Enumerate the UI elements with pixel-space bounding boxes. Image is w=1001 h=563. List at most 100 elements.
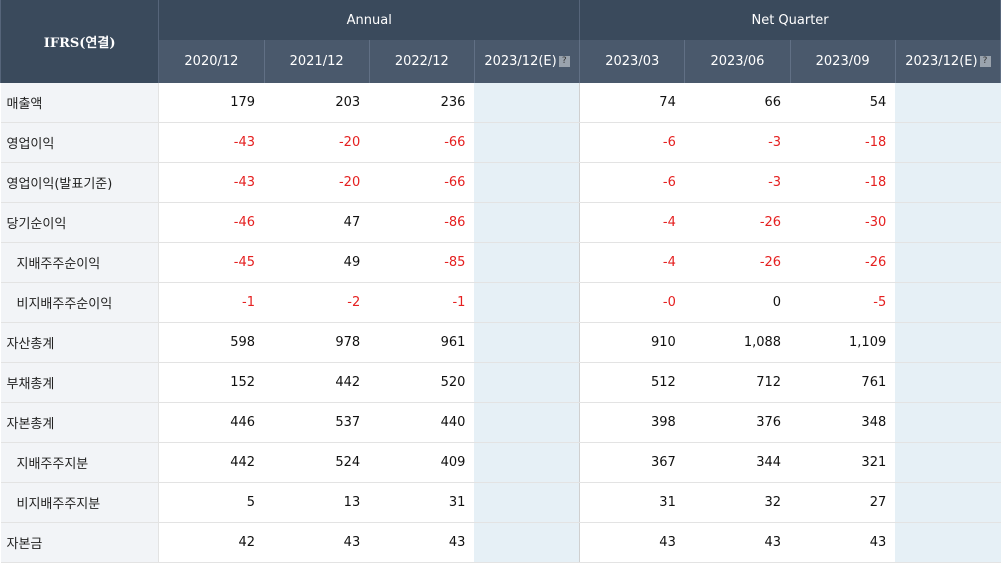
- row-label: 당기순이익: [0, 202, 160, 243]
- period-label: 2023/12(E): [905, 54, 978, 69]
- value-cell: -43: [158, 162, 265, 203]
- value-cell: 43: [369, 522, 475, 563]
- estimate-cell: [474, 162, 580, 203]
- value-cell: 31: [369, 482, 475, 523]
- value-cell: 440: [369, 402, 475, 443]
- value-cell: -66: [369, 162, 475, 203]
- estimate-cell: [474, 482, 580, 523]
- quarter-period-header: 2023/03: [579, 40, 686, 83]
- value-cell: 761: [790, 362, 896, 403]
- value-cell: -18: [790, 162, 896, 203]
- estimate-cell: [895, 83, 1001, 123]
- value-cell: 31: [579, 482, 685, 523]
- table-row: 매출액 179 203 236 74 66 54: [0, 83, 1001, 123]
- value-cell: 27: [790, 482, 896, 523]
- row-label: 지배주주지분: [0, 442, 160, 483]
- value-cell: 13: [264, 482, 370, 523]
- value-cell: 5: [158, 482, 265, 523]
- value-cell: 0: [684, 282, 791, 323]
- estimate-cell: [895, 362, 1001, 403]
- quarter-period-header: 2023/09: [789, 40, 896, 83]
- value-cell: 1,088: [684, 322, 791, 363]
- value-cell: 344: [684, 442, 791, 483]
- help-icon[interactable]: ?: [979, 56, 991, 67]
- row-label: 매출액: [0, 83, 160, 123]
- row-label: 영업이익: [0, 122, 160, 163]
- value-cell: 442: [264, 362, 370, 403]
- value-cell: 598: [158, 322, 265, 363]
- value-cell: 203: [264, 83, 370, 123]
- estimate-cell: [895, 162, 1001, 203]
- estimate-cell: [895, 282, 1001, 323]
- value-cell: 32: [684, 482, 791, 523]
- period-label: 2023/09: [815, 54, 870, 69]
- value-cell: -3: [684, 162, 791, 203]
- table-row: 비지배주주순이익 -1 -2 -1 -0 0 -5: [0, 282, 1001, 323]
- value-cell: 524: [264, 442, 370, 483]
- value-cell: -30: [790, 202, 896, 243]
- help-icon[interactable]: ?: [558, 56, 570, 67]
- table-row: 영업이익(발표기준) -43 -20 -66 -6 -3 -18: [0, 162, 1001, 203]
- value-cell: -5: [790, 282, 896, 323]
- value-cell: 43: [790, 522, 896, 563]
- row-label: 비지배주주순이익: [0, 282, 160, 323]
- value-cell: 43: [579, 522, 685, 563]
- table-row: 자산총계 598 978 961 910 1,088 1,109: [0, 322, 1001, 363]
- estimate-cell: [895, 122, 1001, 163]
- value-cell: -18: [790, 122, 896, 163]
- annual-period-header: 2022/12: [368, 40, 475, 83]
- period-label: 2021/12: [289, 54, 344, 69]
- table-row: 비지배주주지분 5 13 31 31 32 27: [0, 482, 1001, 523]
- row-label: 비지배주주지분: [0, 482, 160, 523]
- estimate-cell: [895, 442, 1001, 483]
- value-cell: -45: [158, 242, 265, 283]
- value-cell: 978: [264, 322, 370, 363]
- value-cell: 409: [369, 442, 475, 483]
- value-cell: 537: [264, 402, 370, 443]
- value-cell: 74: [579, 83, 685, 123]
- estimate-cell: [474, 242, 580, 283]
- row-label: 자산총계: [0, 322, 160, 363]
- value-cell: -6: [579, 162, 685, 203]
- period-label: 2022/12: [394, 54, 449, 69]
- table-row: 당기순이익 -46 47 -86 -4 -26 -30: [0, 202, 1001, 243]
- row-label: 자본금: [0, 522, 160, 563]
- period-label: 2023/03: [605, 54, 660, 69]
- quarter-period-header: 2023/06: [684, 40, 791, 83]
- value-cell: 910: [579, 322, 685, 363]
- value-cell: -26: [790, 242, 896, 283]
- estimate-cell: [895, 402, 1001, 443]
- value-cell: 398: [579, 402, 685, 443]
- value-cell: 179: [158, 83, 265, 123]
- value-cell: -46: [158, 202, 265, 243]
- value-cell: -26: [684, 242, 791, 283]
- estimate-cell: [895, 322, 1001, 363]
- table-row: 부채총계 152 442 520 512 712 761: [0, 362, 1001, 403]
- value-cell: 712: [684, 362, 791, 403]
- row-label: 부채총계: [0, 362, 160, 403]
- value-cell: 43: [264, 522, 370, 563]
- value-cell: 961: [369, 322, 475, 363]
- value-cell: -20: [264, 162, 370, 203]
- quarter-period-header: 2023/12(E)?: [894, 40, 1001, 83]
- value-cell: -43: [158, 122, 265, 163]
- row-label: 지배주주순이익: [0, 242, 160, 283]
- value-cell: 152: [158, 362, 265, 403]
- row-label: 자본총계: [0, 402, 160, 443]
- value-cell: 520: [369, 362, 475, 403]
- value-cell: 1,109: [790, 322, 896, 363]
- value-cell: -2: [264, 282, 370, 323]
- value-cell: 47: [264, 202, 370, 243]
- period-label: 2023/12(E): [484, 54, 557, 69]
- annual-period-header: 2021/12: [263, 40, 370, 83]
- value-cell: 348: [790, 402, 896, 443]
- estimate-cell: [474, 122, 580, 163]
- value-cell: 442: [158, 442, 265, 483]
- estimate-cell: [474, 202, 580, 243]
- estimate-cell: [474, 522, 580, 563]
- table-row: 영업이익 -43 -20 -66 -6 -3 -18: [0, 122, 1001, 163]
- annual-period-header: 2020/12: [158, 40, 265, 83]
- value-cell: -66: [369, 122, 475, 163]
- value-cell: 236: [369, 83, 475, 123]
- accounting-standard-header: IFRS(연결): [0, 0, 160, 83]
